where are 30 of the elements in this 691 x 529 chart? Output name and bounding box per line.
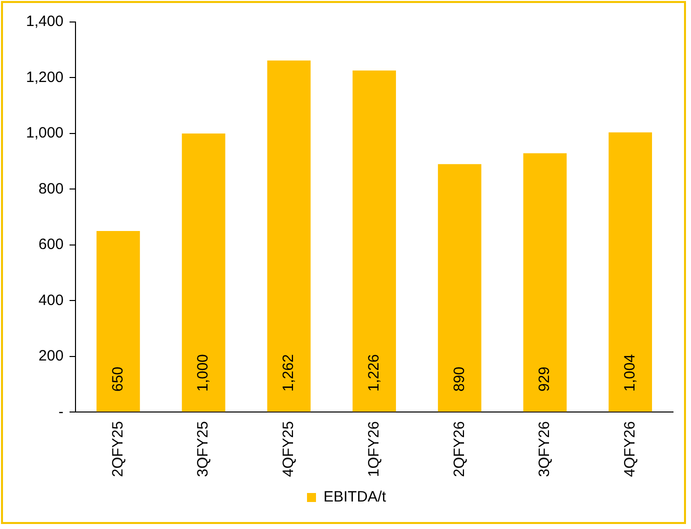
bar [608,132,652,412]
y-tick-label: 1,000 [26,124,64,142]
legend-label: EBITDA/t [323,488,387,506]
x-tick-label: 1QFY26 [365,421,382,478]
data-label: 1,000 [194,354,212,392]
bar [438,164,482,412]
bar [96,231,140,412]
data-label: 1,226 [365,354,382,392]
data-label: 929 [536,366,554,392]
x-tick-label: 2QFY25 [109,421,126,478]
x-tick-label: 3QFY26 [536,421,554,478]
data-label: 650 [109,366,126,392]
bar [352,70,396,412]
bar [267,60,311,412]
data-label: 1,004 [621,354,638,392]
bar [182,133,226,412]
y-tick-label: 400 [38,292,64,309]
y-tick-label: 600 [38,236,64,254]
x-tick-label: 4QFY25 [280,421,298,478]
y-tick-label: 1,400 [26,13,64,30]
x-tick-label: 2QFY26 [450,421,468,478]
bar [523,153,567,412]
x-tick-label: 4QFY26 [621,421,638,478]
data-label: 1,262 [280,354,298,392]
x-tick-label: 3QFY25 [194,421,212,478]
y-tick-label: 200 [38,348,64,365]
y-tick-label: - [58,403,64,420]
y-tick-label: 1,200 [26,68,64,86]
y-tick-label: 800 [38,180,64,198]
data-label: 890 [450,366,468,392]
